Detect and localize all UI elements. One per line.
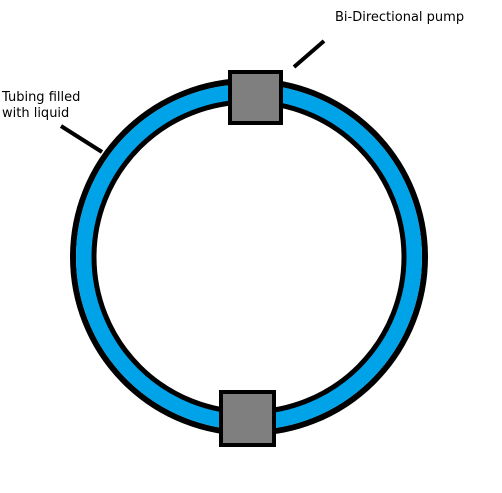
bottom-pump [219,390,276,447]
top-pump [228,70,283,125]
tubing-liquid [76,84,422,430]
tubing-label-line1: Tubing filled [2,90,81,105]
tubing-leader-line [59,124,104,154]
tubing-label-line2: with liquid [2,106,70,121]
pump-label: Bi-Directional pump [335,10,465,25]
tubing-ring [70,78,428,436]
pump-leader-line [292,39,326,69]
tubing-label: Tubing filled with liquid [2,90,80,122]
tubing-outer-edge [70,78,428,436]
tubing-inner-edge [91,99,407,415]
